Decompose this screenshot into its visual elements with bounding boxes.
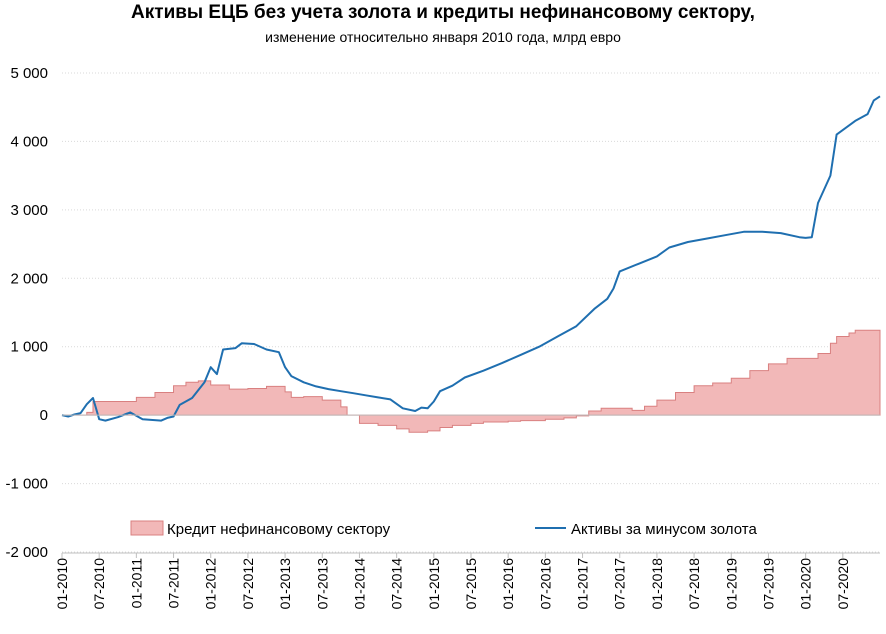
y-tick-label: 0	[40, 407, 48, 424]
x-tick-label: 07-2010	[91, 558, 107, 610]
x-tick-label: 07-2019	[760, 558, 776, 610]
legend-swatch-credit	[130, 520, 164, 536]
y-tick-label: 5 000	[10, 65, 48, 82]
x-tick-label: 01-2012	[203, 558, 219, 610]
legend: Кредит нефинансовому сектору Активы за ми…	[130, 520, 757, 538]
x-tick-label: 07-2017	[612, 558, 628, 610]
x-tick-label: 07-2020	[835, 558, 851, 610]
y-tick-label: 2 000	[10, 270, 48, 287]
x-tick-label: 07-2018	[686, 558, 702, 610]
y-tick-label: 1 000	[10, 339, 48, 356]
x-tick-label: 01-2013	[277, 558, 293, 610]
series-line-assets	[61, 95, 881, 422]
x-tick-label: 01-2011	[128, 558, 144, 609]
y-tick-label: -2 000	[5, 544, 48, 561]
x-tick-label: 01-2010	[54, 558, 70, 610]
x-tick-label: 07-2016	[537, 558, 553, 610]
x-tick-label: 07-2014	[389, 558, 405, 610]
x-tick-label: 07-2013	[314, 558, 330, 610]
x-tick-label: 01-2018	[649, 558, 665, 610]
y-tick-label: -1 000	[5, 476, 48, 493]
x-tick-label: 07-2015	[463, 558, 479, 610]
x-tick-label: 01-2016	[500, 558, 516, 610]
x-tick-label: 01-2017	[575, 558, 591, 610]
y-tick-label: 4 000	[10, 133, 48, 150]
chart-subtitle: изменение относительно января 2010 года,…	[265, 29, 621, 45]
x-tick-label: 01-2015	[426, 558, 442, 610]
x-tick-label: 07-2011	[166, 558, 182, 609]
series-area-credit	[62, 329, 881, 433]
area-layer	[62, 329, 881, 433]
grid-layer	[62, 72, 880, 553]
x-tick-label: 01-2020	[798, 558, 814, 610]
x-tick-label: 01-2014	[351, 558, 367, 610]
legend-label-assets: Активы за минусом золота	[571, 521, 757, 538]
chart-title: Активы ЕЦБ без учета золота и кредиты не…	[131, 2, 755, 23]
x-tick-label: 07-2012	[240, 558, 256, 610]
y-tick-label: 3 000	[10, 202, 48, 219]
y-axis-tick-labels: 5 000 4 000 3 000 2 000 1 000 0 -1 000 -2 000	[5, 65, 48, 561]
legend-label-credit: Кредит нефинансовому сектору	[167, 521, 391, 538]
x-tick-label: 01-2019	[723, 558, 739, 610]
x-axis: 01-2010 07-2010 01-2011 07-2011 01-2012 07-20…	[54, 414, 880, 610]
line-layer	[61, 95, 881, 422]
